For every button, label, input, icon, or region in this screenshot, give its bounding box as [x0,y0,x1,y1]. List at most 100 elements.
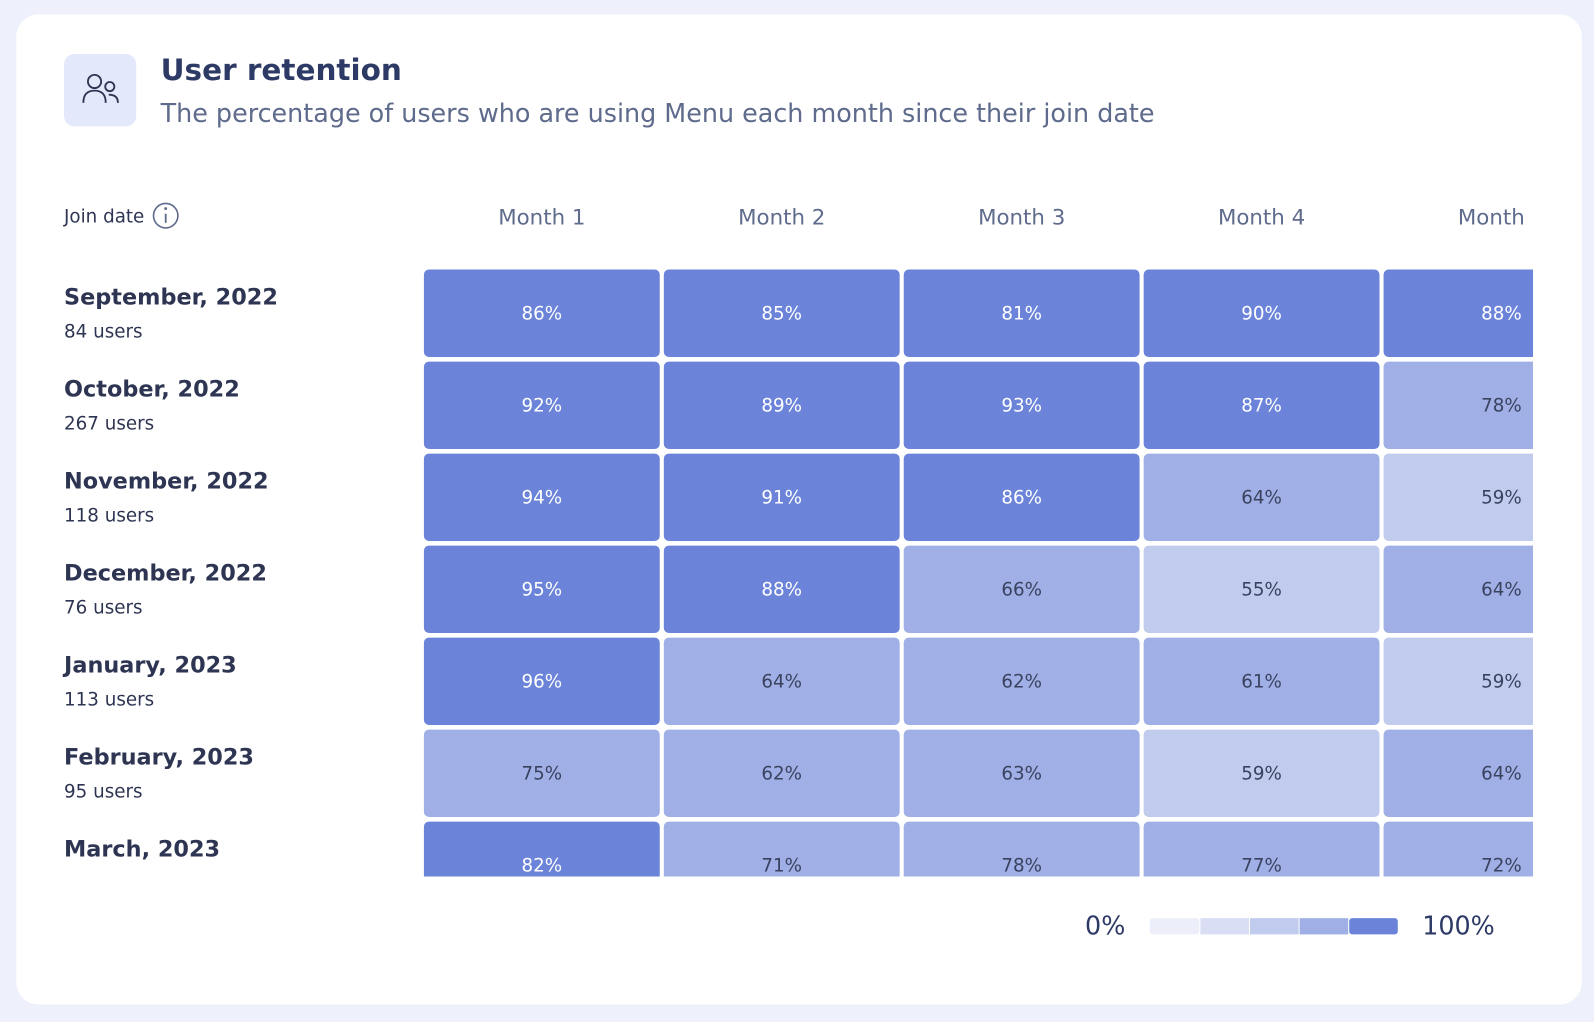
legend-swatch [1149,918,1200,935]
row-user-count: 113 users [64,690,154,711]
heatmap-cell [1143,453,1380,541]
cell-label: 94% [522,487,563,508]
row-user-count: 118 users [64,506,154,527]
heatmap-cell [903,637,1140,725]
row-label: March, 2023 [64,837,220,863]
heatmap: 86% 85% 81% 90% 88% 92% 89% 93% 87% 78% 94% 91% 86% 6… [423,269,1534,877]
cell-label: 85% [761,303,802,324]
heatmap-cell [663,637,900,725]
cell-label: 95% [522,579,563,600]
cell-label: 89% [761,395,802,416]
row-header: Join date [63,207,144,228]
cell-label: 82% [522,855,563,876]
title: User retention [161,53,402,87]
cell-label: 96% [522,671,563,692]
cell-label: 88% [761,579,802,600]
cell-label: 93% [1001,395,1042,416]
legend-swatch [1299,918,1349,935]
legend-swatch [1349,918,1398,935]
cell-label: 86% [1001,487,1042,508]
cell-label: 59% [1481,487,1522,508]
column-header: Month 1 [498,206,585,231]
cell-label: 62% [761,763,802,784]
heatmap-cell [663,361,900,449]
cell-label: 92% [522,395,563,416]
row-label: November, 2022 [64,469,269,495]
row-label: September, 2022 [64,285,278,311]
cell-label: 78% [1481,395,1522,416]
heatmap-cell [903,269,1140,357]
heatmap-cell [423,361,660,449]
heatmap-cell [1383,637,1534,725]
row-label: January, 2023 [62,653,237,679]
heatmap-cell [903,729,1140,817]
heatmap-cell [423,821,660,877]
cell-label: 90% [1241,303,1282,324]
cell-label: 86% [522,303,563,324]
cell-label: 88% [1481,303,1522,324]
heatmap-cell [1383,361,1534,449]
cell-label: 81% [1001,303,1042,324]
cell-label: 64% [761,671,802,692]
row-user-count: 95 users [64,782,142,803]
cell-label: 64% [1481,763,1522,784]
heatmap-cell [903,821,1140,877]
subtitle: The percentage of users who are using Me… [160,98,1155,128]
heatmap-cell [1143,637,1380,725]
row-user-count: 76 users [64,598,142,619]
heatmap-cell [663,821,900,877]
row-label: February, 2023 [64,745,254,771]
heatmap-cell [663,453,900,541]
heatmap-cell [423,729,660,817]
info-icon[interactable] [152,202,179,229]
column-header: Month 5 [1458,206,1545,231]
cell-label: 71% [761,855,802,876]
heatmap-cell [663,729,900,817]
heatmap-cell [903,361,1140,449]
heatmap-cell [1383,453,1534,541]
cell-label: 75% [522,763,563,784]
heatmap-cell [423,637,660,725]
row-user-count: 267 users [64,414,154,435]
cell-label: 61% [1241,671,1282,692]
column-header: Month 2 [738,206,825,231]
legend-tick-label: 0% [1085,910,1125,940]
cell-label: 66% [1001,579,1042,600]
heatmap-cell [1143,545,1380,633]
heatmap-cell [1383,729,1534,817]
cell-label: 64% [1241,487,1282,508]
column-header: Month 4 [1218,206,1305,231]
legend-swatch [1249,918,1299,935]
heatmap-cell [1383,821,1534,877]
legend-tick-label: 100% [1422,910,1495,940]
heatmap-cell [423,269,660,357]
row-label: December, 2022 [64,561,267,587]
cell-label: 62% [1001,671,1042,692]
heatmap-cell [423,545,660,633]
heatmap-cell [1383,545,1534,633]
row-labels: September, 2022 84 users October, 2022 267 … [62,285,278,863]
heatmap-cell [423,453,660,541]
heatmap-cell [903,545,1140,633]
cell-label: 72% [1481,855,1522,876]
cell-label: 55% [1241,579,1282,600]
heatmap-cell [663,545,900,633]
cell-label: 59% [1481,671,1522,692]
color-legend: 0% 100% [1085,910,1495,940]
column-header: Month 3 [978,206,1065,231]
cell-label: 91% [761,487,802,508]
column-headers: Month 1 Month 2 Month 3 Month 4 Month 5 [498,206,1545,231]
heatmap-cell [1143,269,1380,357]
header-icon [64,54,137,127]
heatmap-cell [663,269,900,357]
cell-label: 63% [1001,763,1042,784]
heatmap-cell [1143,729,1380,817]
heatmap-cell [903,453,1140,541]
cell-label: 59% [1241,763,1282,784]
heatmap-cell [1383,269,1534,357]
cell-label: 64% [1481,579,1522,600]
heatmap-cell [1143,821,1380,877]
heatmap-cell [1143,361,1380,449]
row-label: October, 2022 [64,377,240,403]
